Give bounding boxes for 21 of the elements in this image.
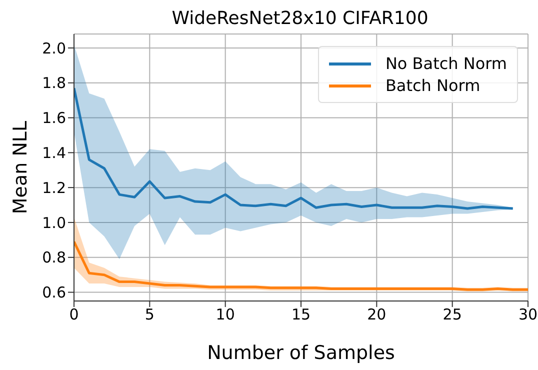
y-tick-label: 1.0 — [42, 214, 66, 232]
y-tick-label: 2.0 — [42, 39, 66, 58]
x-axis-title: Number of Samples — [207, 342, 395, 364]
y-tick-label: 0.8 — [42, 248, 66, 267]
y-tick-label: 0.6 — [42, 284, 66, 302]
chart-title: WideResNet28x10 CIFAR100 — [170, 8, 430, 29]
x-tick-label: 25 — [442, 306, 462, 324]
legend-label: No Batch Norm — [385, 54, 507, 73]
y-tick-label: 1.6 — [42, 109, 66, 128]
x-tick-label: 10 — [216, 306, 235, 324]
line-series — [74, 240, 528, 291]
y-tick-label: 1.8 — [42, 74, 66, 92]
y-axis-title: Mean NLL — [10, 120, 32, 214]
x-tick-label: 30 — [518, 306, 538, 324]
x-tick-label: 15 — [291, 306, 311, 324]
x-tick-label: 0 — [69, 306, 79, 324]
y-tick-label: 1.4 — [42, 144, 66, 162]
x-tick-label: 20 — [367, 306, 386, 324]
y-tick-label: 1.2 — [42, 178, 66, 197]
x-tick-label: 5 — [144, 306, 154, 324]
legend-label: Batch Norm — [385, 76, 480, 95]
